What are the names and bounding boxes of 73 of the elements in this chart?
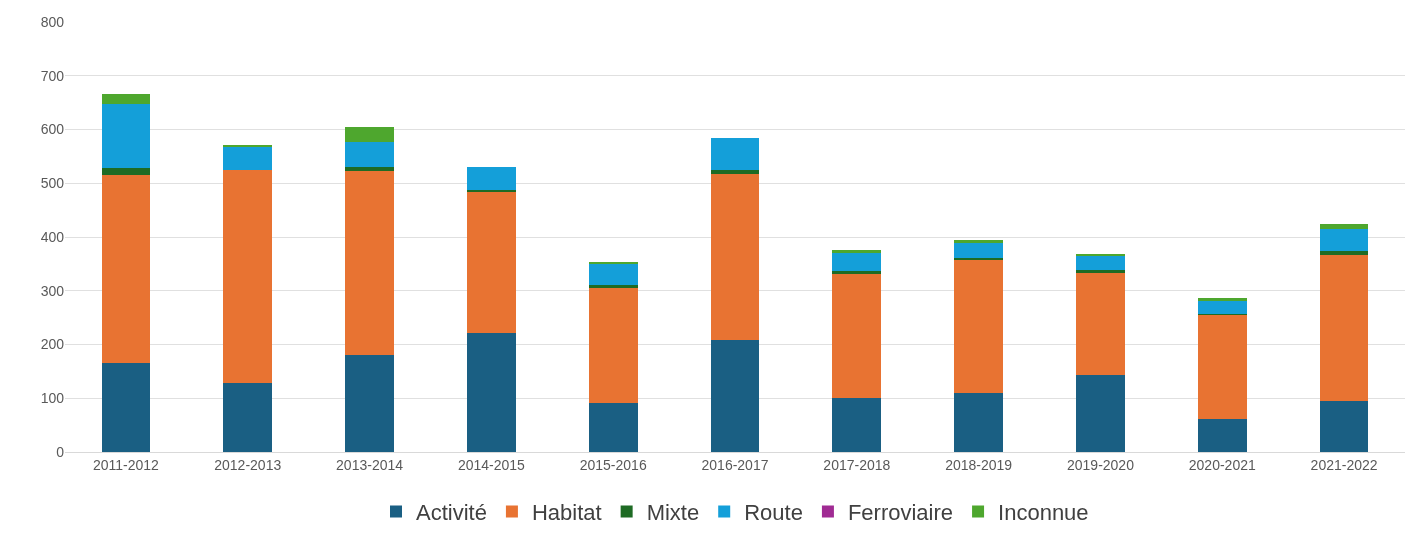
- bar: [1076, 253, 1125, 256]
- bar: [345, 354, 394, 452]
- bar: [1319, 223, 1369, 229]
- x-tick-label: 2013-2014: [336, 456, 404, 473]
- bar: [345, 141, 394, 167]
- y-tick-label: 800: [40, 13, 65, 30]
- bar: [832, 270, 882, 274]
- bar: [1197, 300, 1247, 314]
- y-tick-label: 600: [40, 121, 65, 138]
- legend-label: Ferroviaire: [847, 500, 954, 526]
- bar: [832, 273, 882, 398]
- bar: [588, 288, 638, 403]
- bar: [588, 402, 638, 452]
- bar: [101, 94, 151, 104]
- x-tick-label: 2019-2020: [1066, 456, 1135, 473]
- bar: [1319, 401, 1369, 452]
- y-tick-label: 300: [40, 282, 65, 299]
- bar: [832, 250, 882, 253]
- bar: [1197, 297, 1247, 301]
- bar: [832, 397, 882, 452]
- bar: [710, 173, 760, 340]
- bar: [954, 242, 1003, 258]
- x-tick-label: 2021-2022: [1310, 456, 1378, 473]
- x-tick-label: 2011-2012: [92, 456, 160, 473]
- bar: [467, 332, 516, 452]
- bar: [588, 264, 638, 286]
- x-tick-label: 2020-2021: [1188, 456, 1256, 473]
- legend-label: Mixte: [646, 500, 700, 526]
- legend-label: Inconnue: [998, 500, 1089, 526]
- legend-label: Route: [744, 500, 803, 526]
- bar: [954, 257, 1003, 260]
- x-tick-label: 2014-2015: [457, 456, 526, 473]
- bar: [1197, 314, 1247, 419]
- x-tick-label: 2016-2017: [701, 456, 769, 473]
- bar: [101, 168, 151, 176]
- bar: [101, 175, 151, 364]
- bar: [710, 137, 760, 171]
- bar: [1319, 250, 1369, 255]
- bar: [832, 252, 882, 271]
- x-tick-label: 2012-2013: [214, 456, 282, 473]
- x-tick-label: 2015-2016: [579, 456, 647, 473]
- bar: [467, 192, 516, 333]
- y-tick-label: 400: [40, 228, 65, 245]
- legend-label: Habitat: [531, 500, 602, 526]
- y-tick-label: 100: [40, 390, 65, 407]
- bar: [1319, 254, 1369, 402]
- y-tick-label: 0: [56, 443, 65, 460]
- bar: [954, 259, 1003, 394]
- legend-label: Activité: [416, 500, 487, 526]
- bar: [1319, 228, 1369, 251]
- bar: [345, 171, 394, 355]
- bar: [588, 285, 638, 289]
- bar: [1076, 273, 1125, 376]
- y-tick-label: 500: [40, 175, 65, 192]
- bar: [1076, 375, 1125, 452]
- bar: [223, 169, 273, 383]
- bar: [1197, 418, 1247, 452]
- bar: [223, 382, 273, 452]
- bar: [954, 239, 1003, 243]
- y-tick-label: 200: [40, 336, 65, 353]
- bar: [954, 393, 1003, 452]
- bar: [101, 363, 151, 452]
- bar: [1076, 270, 1125, 274]
- bar: [467, 167, 516, 190]
- x-tick-label: 2017-2018: [823, 456, 891, 473]
- bar: [223, 146, 273, 170]
- bar: [345, 126, 394, 142]
- bar: [1076, 255, 1125, 271]
- bar: [710, 339, 760, 452]
- bar: [710, 170, 760, 174]
- x-tick-label: 2018-2019: [945, 456, 1013, 473]
- bar: [101, 103, 151, 169]
- y-tick-label: 700: [40, 67, 65, 84]
